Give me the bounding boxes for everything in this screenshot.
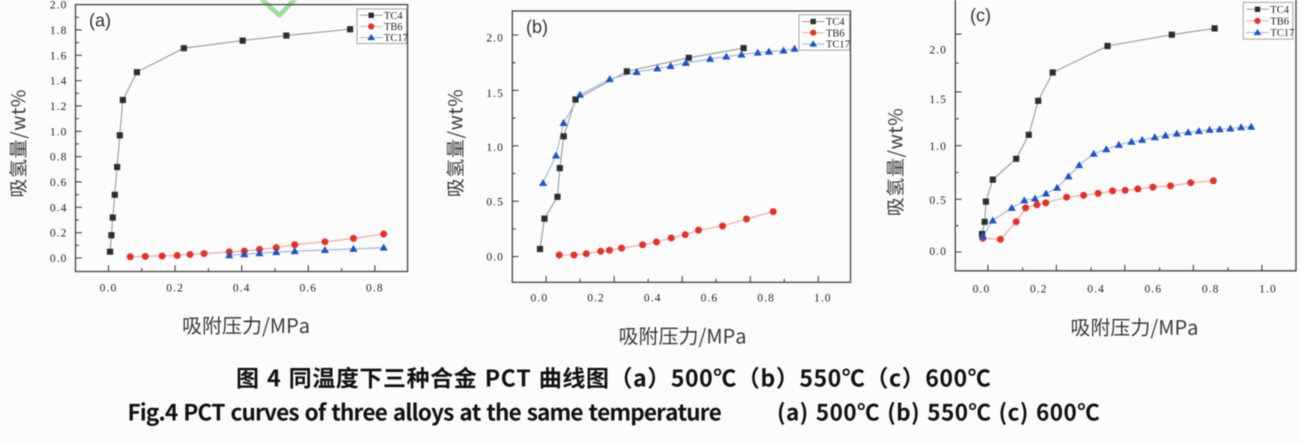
svg-text:TC17: TC17: [826, 40, 850, 51]
svg-text:1.5: 1.5: [486, 88, 504, 100]
svg-text:0.8: 0.8: [757, 293, 775, 305]
svg-text:0.8: 0.8: [366, 283, 384, 295]
svg-text:1.8: 1.8: [50, 25, 68, 37]
svg-text:0.6: 0.6: [701, 293, 719, 305]
svg-text:0.0: 0.0: [973, 284, 991, 296]
svg-text:0.8: 0.8: [50, 152, 68, 164]
svg-text:0.0: 0.0: [929, 246, 947, 258]
svg-text:(b): (b): [526, 17, 548, 37]
svg-text:2.0: 2.0: [486, 32, 504, 44]
svg-text:0.0: 0.0: [486, 252, 504, 264]
svg-text:1.5: 1.5: [929, 94, 947, 106]
svg-text:1.0: 1.0: [929, 141, 947, 153]
svg-text:0.4: 0.4: [644, 293, 662, 305]
svg-text:TC17: TC17: [1270, 28, 1294, 39]
svg-text:2.0: 2.0: [929, 44, 947, 56]
svg-text:1.6: 1.6: [50, 50, 68, 62]
svg-text:TB6: TB6: [826, 28, 845, 39]
svg-text:2.0: 2.0: [50, 0, 68, 12]
svg-text:(c): (c): [970, 6, 991, 26]
svg-text:1.0: 1.0: [1259, 284, 1277, 296]
svg-text:(a): (a): [89, 11, 111, 31]
svg-text:TB6: TB6: [1270, 17, 1289, 28]
svg-text:0.8: 0.8: [1202, 284, 1220, 296]
svg-text:0.6: 0.6: [1145, 284, 1163, 296]
svg-text:TC4: TC4: [384, 11, 403, 22]
svg-text:1.2: 1.2: [50, 101, 68, 113]
svg-text:0.4: 0.4: [233, 283, 251, 295]
svg-text:1.0: 1.0: [486, 142, 504, 154]
svg-text:0.4: 0.4: [1087, 284, 1105, 296]
svg-text:1.0: 1.0: [50, 126, 68, 138]
svg-text:TC4: TC4: [826, 17, 845, 28]
svg-text:0.4: 0.4: [50, 202, 68, 214]
svg-text:TB6: TB6: [384, 22, 403, 33]
svg-text:0.2: 0.2: [166, 283, 184, 295]
svg-text:0.5: 0.5: [486, 196, 504, 208]
svg-text:0.2: 0.2: [50, 228, 68, 240]
svg-text:0.6: 0.6: [299, 283, 317, 295]
svg-text:0.0: 0.0: [50, 253, 68, 265]
svg-text:0.6: 0.6: [50, 177, 68, 189]
svg-text:0.2: 0.2: [587, 293, 605, 305]
svg-text:0.2: 0.2: [1030, 284, 1048, 296]
svg-text:1.0: 1.0: [814, 293, 832, 305]
svg-text:TC17: TC17: [384, 33, 408, 44]
svg-text:1.4: 1.4: [50, 76, 68, 88]
svg-text:0.5: 0.5: [929, 195, 947, 207]
svg-text:TC4: TC4: [1270, 5, 1289, 16]
svg-text:0.0: 0.0: [100, 283, 118, 295]
svg-text:0.0: 0.0: [531, 293, 549, 305]
